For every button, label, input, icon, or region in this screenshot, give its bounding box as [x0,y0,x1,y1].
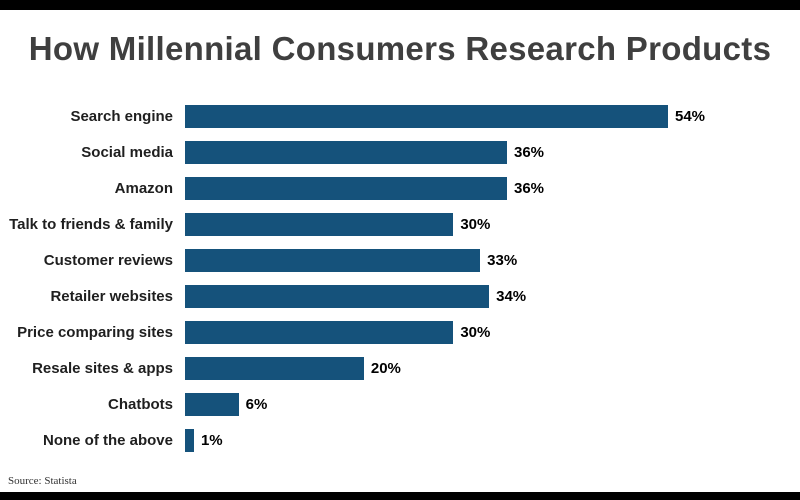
bar [185,392,239,416]
bar [185,176,507,200]
chart-row: Amazon 36% [0,170,800,206]
chart-row: Chatbots 6% [0,386,800,422]
source-attribution: Source: Statista [8,475,77,487]
value-label: 54% [675,107,706,125]
bar [185,248,481,272]
bar [185,284,490,308]
category-label: Amazon [114,179,173,197]
value-label: 36% [514,179,545,197]
category-label: Retailer websites [50,287,173,305]
chart-title: How Millennial Consumers Research Produc… [28,30,772,67]
value-label: 34% [496,287,527,305]
chart-row: Social media 36% [0,134,800,170]
chart-row: Customer reviews 33% [0,242,800,278]
bar [185,212,454,236]
chart-row: None of the above 1% [0,422,800,458]
category-label: Resale sites & apps [32,359,173,377]
category-label: Customer reviews [43,251,173,269]
bottom-frame-bar [0,492,800,500]
category-label: Social media [81,143,173,161]
category-label: None of the above [42,431,173,449]
bar [185,320,454,344]
value-label: 36% [514,143,545,161]
chart-row: Price comparing sites 30% [0,314,800,350]
chart-row: Talk to friends & family 30% [0,206,800,242]
chart-row: Resale sites & apps 20% [0,350,800,386]
chart-row: Search engine 54% [0,98,800,134]
value-label: 20% [370,359,401,377]
value-label: 1% [200,431,223,449]
bar [185,104,668,128]
value-label: 33% [487,251,518,269]
value-label: 30% [460,215,491,233]
top-frame-bar [0,0,800,10]
bar [185,140,507,164]
category-label: Price comparing sites [17,323,173,341]
category-label: Chatbots [108,395,173,413]
category-label: Talk to friends & family [9,215,173,233]
chart-row: Retailer websites 34% [0,278,800,314]
category-label: Search engine [70,107,173,125]
bar [185,428,194,452]
value-label: 6% [245,395,268,413]
bar [185,356,364,380]
value-label: 30% [460,323,491,341]
bar-chart: Search engine 54% Social media 36% Amazon 36%… [0,98,800,458]
